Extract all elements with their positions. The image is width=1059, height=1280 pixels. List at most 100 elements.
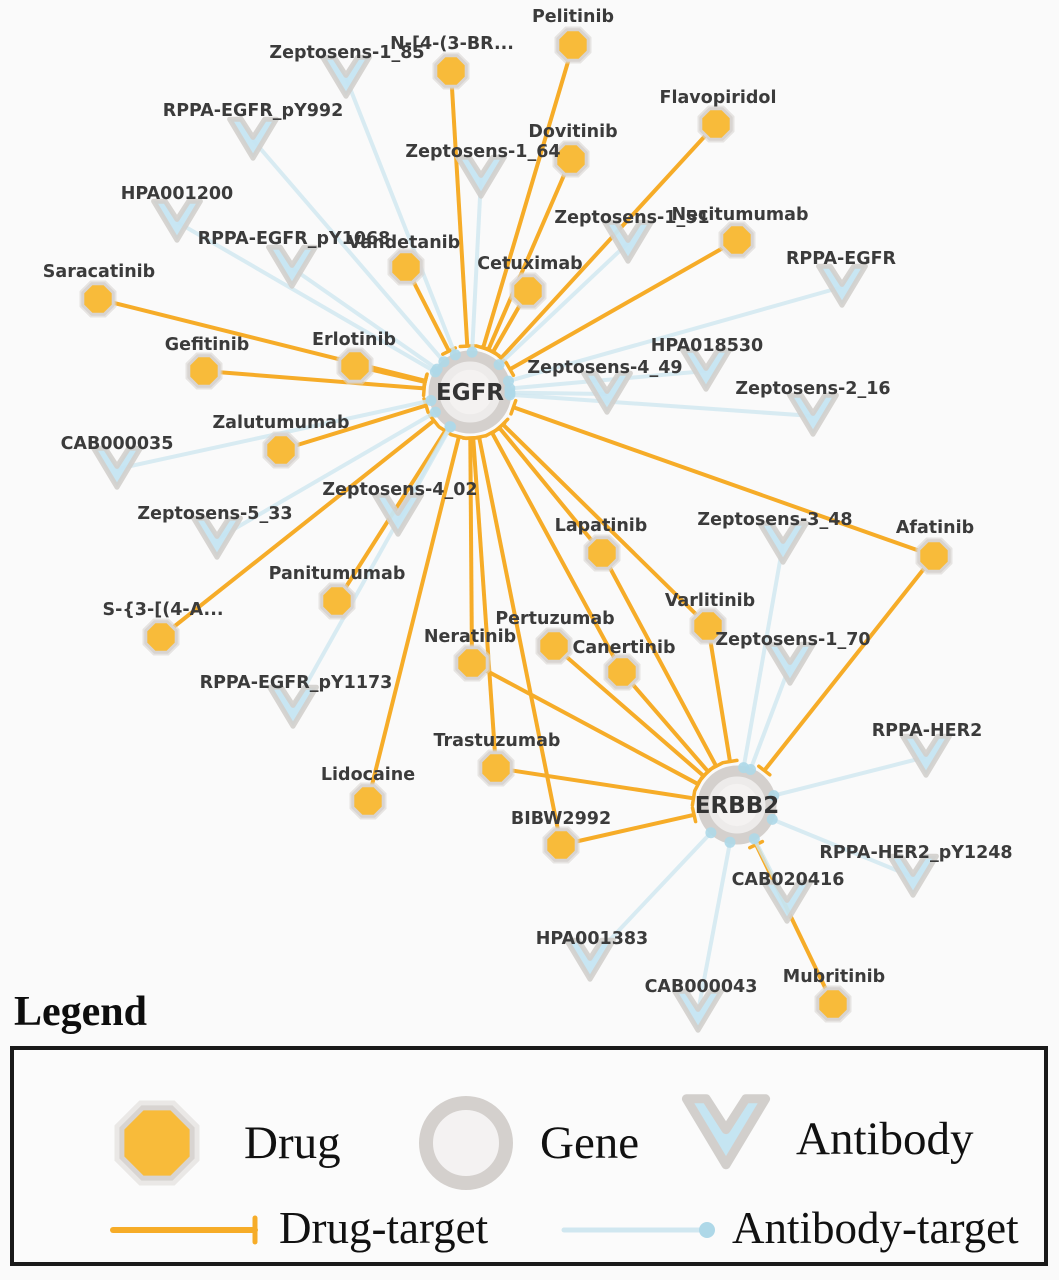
edge-z348-erbb2 [741, 543, 785, 768]
drug-node-lidocaine[interactable] [349, 782, 387, 820]
edge-py1173-egfr [291, 425, 453, 709]
gene-node-erbb2[interactable] [697, 765, 777, 845]
antibody-node-py1248[interactable] [887, 853, 939, 898]
edge-varlitinib-egfr [501, 422, 710, 628]
antibody-chevron-icon [681, 1094, 771, 1170]
antibody-node-z449[interactable] [581, 370, 633, 415]
edge-py1248-erbb2 [771, 817, 914, 879]
drug-node-trastuzumab[interactable] [477, 749, 515, 787]
node-label-hpa018530: HPA018530 [651, 336, 763, 356]
edge-rppaher2-erbb2 [773, 755, 927, 798]
edge-py1068-egfr-dot [431, 363, 443, 375]
node-label-canertinib: Canertinib [573, 638, 676, 658]
edge-lidocaine-egfr [366, 436, 461, 802]
drug-node-vandetanib[interactable] [387, 248, 425, 286]
antibody-node-cab000043[interactable] [672, 988, 724, 1033]
edge-cab000043-erbb2-dot [724, 836, 736, 848]
node-label-flavopiridol: Flavopiridol [660, 88, 777, 108]
antibody-node-py1173[interactable] [267, 684, 319, 729]
drug-node-cetuximab[interactable] [509, 272, 547, 310]
drug-node-flavopiridol[interactable] [697, 105, 735, 143]
node-label-z151: Zeptosens-1_51 [554, 208, 709, 228]
drug-node-afatinib[interactable] [915, 537, 953, 575]
edge-trastuzumab-egfr [471, 437, 498, 769]
antibody-node-z533[interactable] [191, 515, 243, 560]
node-labels: EGFR ERBB2 Pelitinib N-[4-(3-BR... Dovitinib… [43, 7, 1013, 997]
edge-hpa001200-egfr [175, 220, 437, 374]
drug-node-neratinib[interactable] [453, 644, 491, 682]
node-label-bibw2992: BIBW2992 [511, 809, 611, 829]
drug-node-varlitinib[interactable] [689, 607, 727, 645]
antibody-node-z216[interactable] [787, 392, 839, 437]
node-label-py992: RPPA-EGFR_pY992 [163, 101, 344, 121]
edge-n43br-egfr [449, 70, 470, 347]
drug-node-erlotinib[interactable] [336, 347, 374, 385]
antibody-node-cab000035[interactable] [91, 445, 143, 490]
antibody-node-hpa001383[interactable] [564, 937, 616, 982]
edge-z533-egfr [215, 410, 437, 541]
node-label-trastuzumab: Trastuzumab [434, 731, 561, 751]
gene-label-erbb2: ERBB2 [695, 793, 780, 819]
edge-necitumumab-egfr [509, 238, 738, 371]
edge-bibw2992-erbb2-tbar [690, 806, 698, 824]
drug-node-lapatinib[interactable] [583, 534, 621, 572]
edge-cab000043-erbb2 [696, 841, 732, 1013]
antibody-node-z170[interactable] [764, 641, 816, 686]
drug-node-gefitinib[interactable] [185, 352, 223, 390]
legend-gene-label: Gene [540, 1117, 640, 1169]
node-label-mubritinib: Mubritinib [783, 967, 885, 987]
antibody-node-hpa018530[interactable] [680, 347, 732, 392]
edge-canertinib-egfr-tbar [484, 427, 500, 438]
antibody-nodes [91, 54, 952, 1033]
drug-node-bibw2992[interactable] [542, 826, 580, 864]
node-label-neratinib: Neratinib [424, 627, 516, 647]
edge-rppaegfr-egfr [507, 285, 843, 384]
antibody-node-py1068[interactable] [266, 244, 318, 289]
node-label-z402: Zeptosens-4_02 [322, 480, 477, 500]
node-label-saracatinib: Saracatinib [43, 262, 155, 282]
drug-node-pelitinib[interactable] [554, 26, 592, 64]
antibody-node-z185[interactable] [320, 54, 372, 99]
drug-node-pertuzumab[interactable] [535, 627, 573, 665]
drug-node-necitumumab[interactable] [718, 221, 756, 259]
edge-rppaher2-erbb2-dot [768, 790, 780, 802]
node-label-py1173: RPPA-EGFR_pY1173 [200, 673, 393, 693]
drug-node-canertinib[interactable] [603, 653, 641, 691]
antibody-node-z402[interactable] [372, 492, 424, 537]
node-label-z185: Zeptosens-1_85 [269, 43, 424, 63]
drug-node-panitumumab[interactable] [318, 582, 356, 620]
drug-node-mubritinib[interactable] [814, 985, 852, 1023]
drug-node-saracatinib[interactable] [79, 280, 117, 318]
legend-drug-label: Drug [244, 1117, 341, 1169]
antibody-node-hpa001200[interactable] [151, 198, 203, 243]
drug-node-n43br[interactable] [432, 52, 470, 90]
node-label-lidocaine: Lidocaine [321, 765, 415, 785]
node-label-cab000035: CAB000035 [61, 434, 174, 454]
antibody-target-edge-icon [561, 1222, 715, 1238]
edge-z164-egfr [470, 177, 483, 353]
node-label-necitumumab: Necitumumab [672, 205, 809, 225]
node-label-py1248: RPPA-HER2_pY1248 [819, 843, 1012, 863]
edge-varlitinib-erbb2 [706, 625, 732, 762]
drug-node-dovitinib[interactable] [552, 140, 590, 178]
drug-node-s34a[interactable] [142, 618, 180, 656]
drug-node-zalutumumab[interactable] [262, 431, 300, 469]
drug-nodes [79, 26, 953, 1023]
edge-bibw2992-erbb2 [560, 812, 695, 847]
antibody-node-rppaher2[interactable] [900, 733, 952, 778]
edge-pertuzumab-erbb2 [552, 644, 706, 778]
legend-item-drug-target: Drug-target [109, 1198, 488, 1258]
node-label-erlotinib: Erlotinib [312, 330, 396, 350]
node-label-cab000043: CAB000043 [645, 977, 758, 997]
edge-z151-egfr [497, 241, 630, 367]
edge-erlotinib-egfr-tbar [421, 373, 429, 391]
antibody-node-rppaegfr[interactable] [816, 263, 868, 308]
antibody-node-z151[interactable] [602, 219, 654, 264]
node-label-z348: Zeptosens-3_48 [697, 510, 852, 530]
antibody-node-z348[interactable] [757, 520, 809, 565]
antibody-node-z164[interactable] [455, 154, 507, 199]
antibody-node-py992[interactable] [227, 116, 279, 161]
antibody-node-cab020416[interactable] [761, 879, 813, 924]
node-label-n43br: N-[4-(3-BR... [390, 34, 514, 54]
